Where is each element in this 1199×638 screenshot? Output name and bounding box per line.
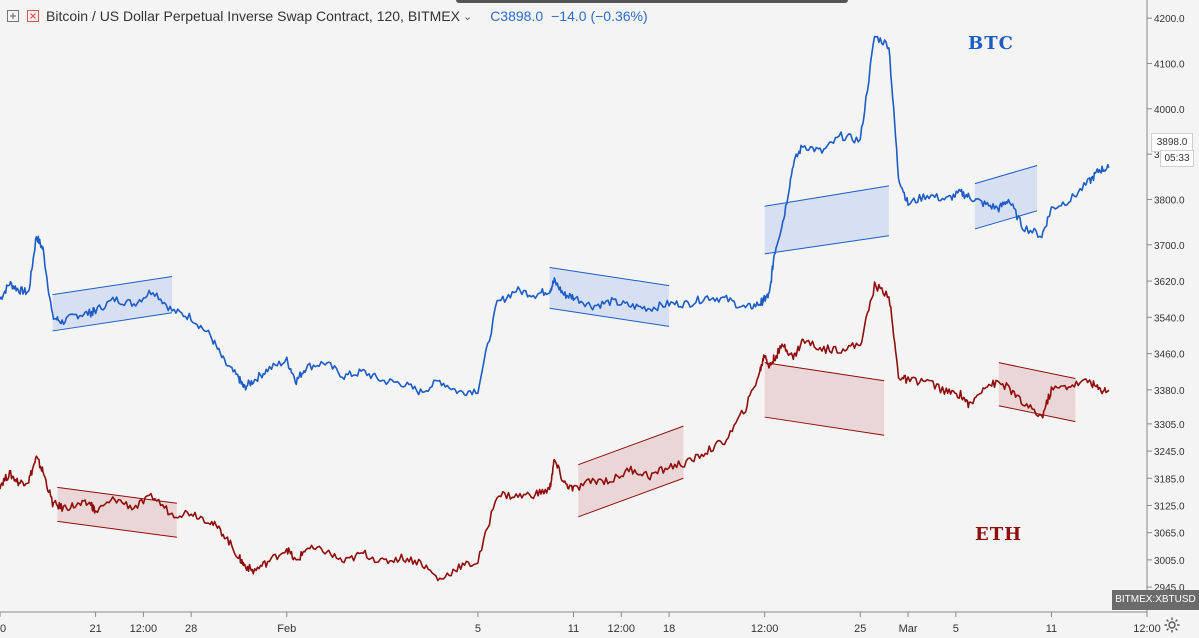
x-tick-label: 12:00 — [608, 623, 636, 635]
gear-icon[interactable] — [1160, 614, 1184, 636]
x-tick-label: 5 — [475, 623, 481, 635]
y-tick-label: 3125.0 — [1154, 501, 1185, 512]
eth-channel-fill — [57, 487, 177, 538]
eth-channel-upper — [998, 362, 1076, 380]
y-tick-label: 3005.0 — [1154, 556, 1185, 567]
btc-channel-fill — [52, 276, 173, 331]
top-handle-bar — [456, 0, 848, 3]
y-tick-label: 3380.0 — [1154, 386, 1185, 397]
plus-square-icon[interactable] — [6, 9, 20, 23]
bar-countdown-tag: 05:33 — [1160, 150, 1194, 167]
price-change: −14.0 (−0.36%) — [551, 8, 648, 24]
btc-channel-fill — [764, 185, 889, 254]
x-tick-label: 12:00 — [751, 623, 779, 635]
eth-series-line — [0, 281, 1110, 582]
close-square-icon[interactable] — [26, 9, 40, 23]
symbol-tag: BITMEX:XBTUSD — [1112, 590, 1199, 610]
y-tick-label: 3700.0 — [1154, 241, 1185, 252]
btc-channel-lower — [52, 312, 173, 332]
eth-channel-fill — [578, 426, 684, 517]
x-tick-label: 18 — [663, 623, 675, 635]
btc-channel-lower — [764, 235, 889, 255]
btc-channel-fill — [974, 165, 1038, 229]
y-tick-label: 3065.0 — [1154, 529, 1185, 540]
y-axis-panel — [1148, 0, 1199, 612]
y-tick-label: 4100.0 — [1154, 59, 1185, 70]
y-tick-label: 3460.0 — [1154, 350, 1185, 361]
x-tick-label: 11 — [1046, 623, 1057, 635]
y-tick-label: 4000.0 — [1154, 105, 1185, 116]
x-tick-label: 11 — [568, 623, 579, 635]
btc-channel-upper — [52, 276, 173, 296]
x-tick-label: 21 — [89, 623, 101, 635]
chevron-down-icon[interactable]: ⌄ — [462, 10, 473, 23]
btc-channel-fill — [549, 267, 670, 327]
x-tick-label: 12:00 — [130, 623, 158, 635]
y-tick-label: 3305.0 — [1154, 420, 1185, 431]
x-tick-label: 5 — [953, 623, 959, 635]
x-tick-label: 25 — [854, 623, 866, 635]
legend-header: Bitcoin / US Dollar Perpetual Inverse Sw… — [0, 4, 648, 28]
y-tick-label: 3185.0 — [1154, 474, 1185, 485]
y-tick-label: 3620.0 — [1154, 277, 1185, 288]
eth-channel-fill — [764, 362, 885, 436]
y-tick-label: 3540.0 — [1154, 313, 1185, 324]
x-tick-label: Feb — [277, 623, 296, 635]
x-tick-label: Mar — [899, 623, 918, 635]
x-tick-label: 00 — [0, 623, 6, 635]
eth-channel-lower — [764, 416, 885, 436]
y-tick-label: 3245.0 — [1154, 447, 1185, 458]
eth-channel-lower — [57, 520, 177, 538]
eth-channel-fill — [998, 362, 1076, 422]
y-tick-label: 2945.0 — [1154, 583, 1185, 594]
eth-channel-lower — [578, 477, 684, 518]
chart-title: Bitcoin / US Dollar Perpetual Inverse Sw… — [46, 8, 460, 24]
x-tick-label: 28 — [185, 623, 197, 635]
btc-label: BTC — [968, 33, 1014, 54]
eth-channel-upper — [578, 425, 684, 466]
eth-channel-upper — [764, 362, 885, 382]
btc-channel-lower — [549, 307, 670, 327]
btc-series-line — [0, 35, 1110, 397]
x-tick-label: 12:00 — [1133, 623, 1161, 635]
y-tick-label: 3800.0 — [1154, 195, 1185, 206]
btc-channel-lower — [974, 210, 1038, 230]
btc-channel-upper — [549, 266, 670, 287]
btc-channel-upper — [764, 185, 890, 207]
close-price: C3898.0 — [490, 8, 544, 24]
eth-label: ETH — [975, 524, 1023, 545]
btc-channel-upper — [974, 164, 1038, 185]
y-tick-label: 4200.0 — [1154, 14, 1185, 25]
eth-channel-lower — [998, 405, 1076, 423]
